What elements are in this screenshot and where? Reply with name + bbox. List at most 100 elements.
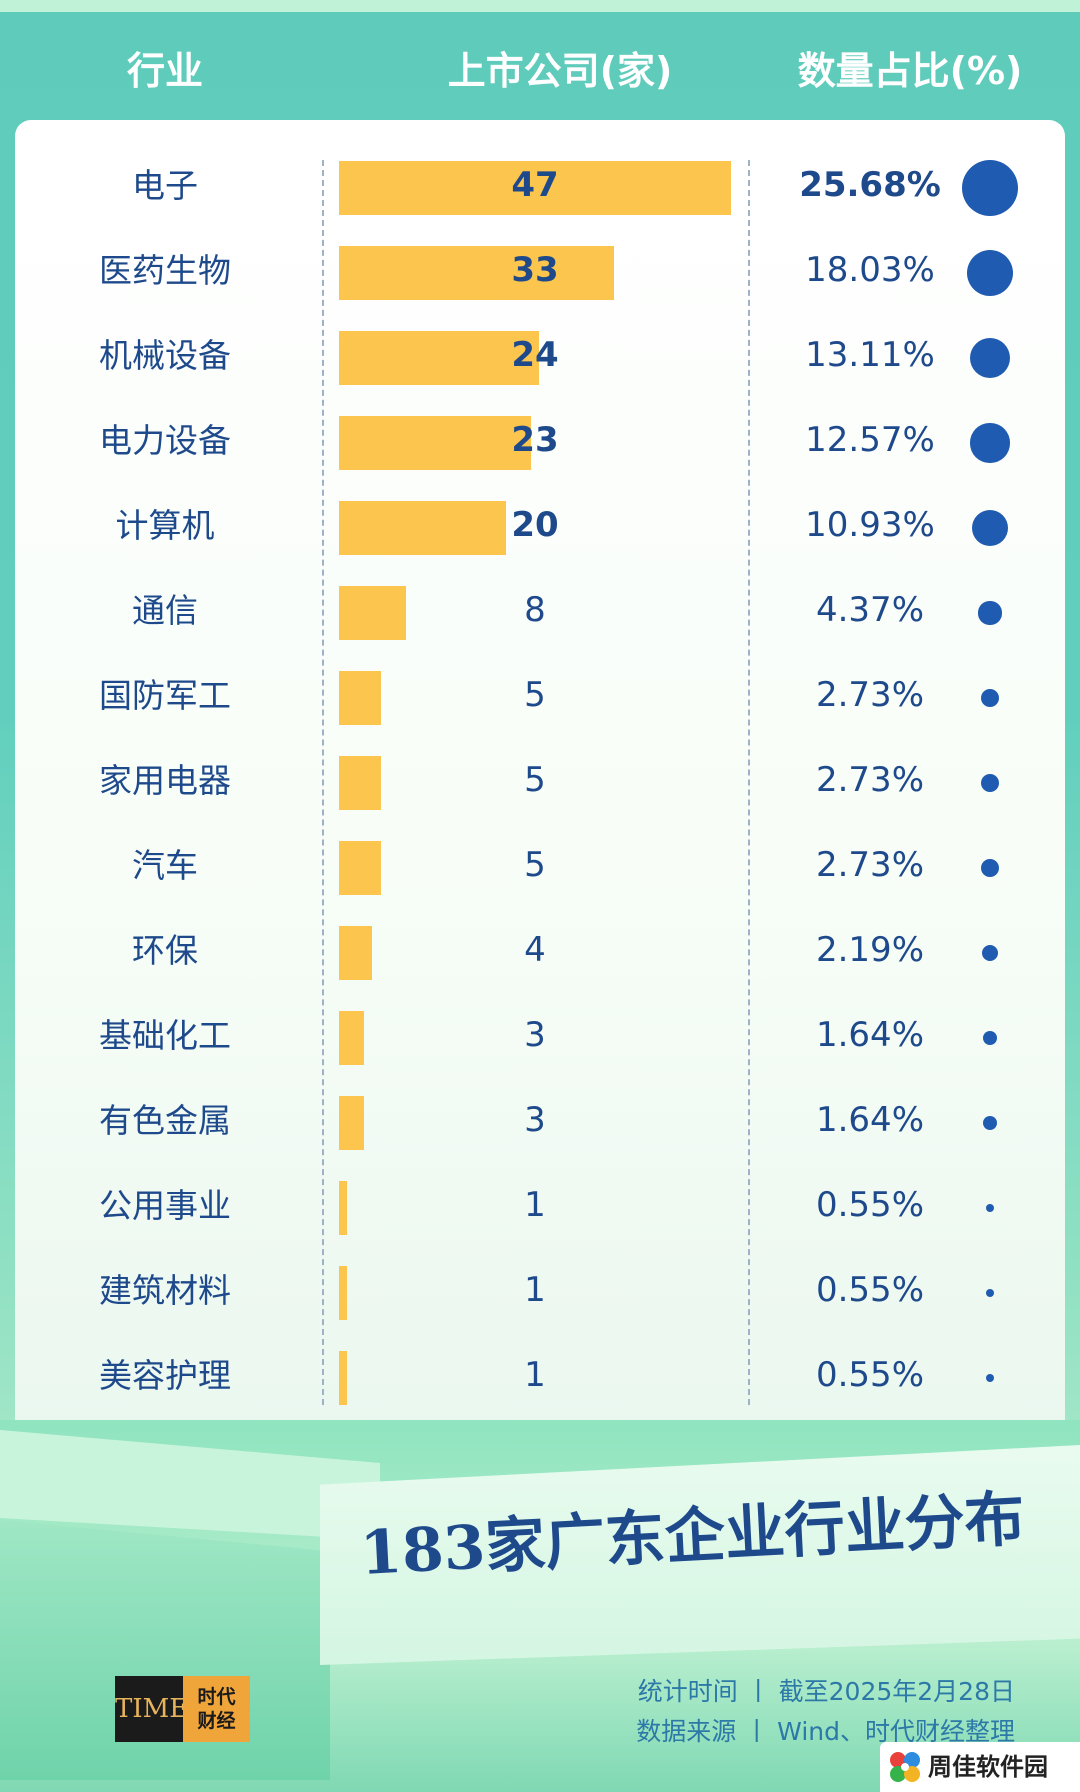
pinwheel-icon — [890, 1752, 920, 1782]
count-bar — [339, 756, 381, 810]
count-bar — [339, 246, 615, 300]
chart-row: 医药生物 33 18.03% — [0, 228, 1080, 313]
count-bar — [339, 1096, 365, 1150]
count-label: 47 — [511, 165, 559, 205]
count-label: 3 — [524, 1015, 546, 1055]
industry-label: 汽车 — [132, 846, 198, 885]
count-label: 33 — [511, 250, 559, 290]
share-dot — [985, 1288, 995, 1298]
share-label: 0.55% — [815, 1185, 924, 1225]
chart-row: 机械设备 24 13.11% — [0, 313, 1080, 398]
industry-label: 计算机 — [115, 506, 215, 545]
count-bar — [339, 841, 381, 895]
count-bar — [339, 1266, 348, 1320]
count-bar — [339, 161, 731, 215]
share-label: 2.19% — [815, 930, 924, 970]
count-label: 24 — [511, 335, 559, 375]
count-bar — [339, 416, 531, 470]
count-label: 5 — [524, 760, 546, 800]
industry-label: 家用电器 — [99, 761, 231, 800]
share-label: 25.68% — [799, 165, 941, 205]
banner-ribbon — [320, 1445, 1080, 1665]
right-divider — [748, 160, 750, 1405]
industry-label: 有色金属 — [99, 1101, 231, 1140]
share-label: 1.64% — [815, 1100, 924, 1140]
count-label: 23 — [511, 420, 559, 460]
top-accent-line — [0, 0, 1080, 12]
logo-mark: TIME — [115, 1676, 188, 1742]
count-label: 20 — [511, 505, 559, 545]
chart-row: 基础化工 3 1.64% — [0, 993, 1080, 1078]
share-label: 2.73% — [815, 760, 924, 800]
industry-label: 电子 — [132, 166, 198, 205]
watermark-text: 周佳软件园 — [928, 1753, 1048, 1781]
share-dot — [985, 1373, 995, 1383]
industry-label: 美容护理 — [99, 1356, 231, 1395]
count-label: 5 — [524, 845, 546, 885]
industry-label: 基础化工 — [99, 1016, 231, 1055]
share-label: 2.73% — [815, 845, 924, 885]
data-source: 数据来源 丨 Wind、时代财经整理 — [636, 1717, 1015, 1746]
share-label: 18.03% — [805, 250, 935, 290]
logo-text: 时代 财经 — [183, 1676, 250, 1742]
share-dot — [980, 773, 1000, 793]
logo-text-line2: 财经 — [197, 1710, 236, 1732]
chart-row: 国防军工 5 2.73% — [0, 653, 1080, 738]
count-bar — [339, 1351, 348, 1405]
count-bar — [339, 671, 381, 725]
share-dot — [981, 944, 999, 962]
count-label: 5 — [524, 675, 546, 715]
share-label: 2.73% — [815, 675, 924, 715]
share-label: 0.55% — [815, 1355, 924, 1395]
share-dot — [966, 249, 1014, 297]
share-label: 4.37% — [815, 590, 924, 630]
share-dot — [982, 1030, 998, 1046]
industry-label: 建筑材料 — [99, 1271, 231, 1310]
count-bar — [339, 926, 373, 980]
share-label: 1.64% — [815, 1015, 924, 1055]
count-bar — [339, 501, 506, 555]
table-header: 行业 上市公司(家) 数量占比(%) — [0, 40, 1080, 100]
chart-row: 有色金属 3 1.64% — [0, 1078, 1080, 1163]
chart-row: 电力设备 23 12.57% — [0, 398, 1080, 483]
chart-row: 计算机 20 10.93% — [0, 483, 1080, 568]
chart-row: 汽车 5 2.73% — [0, 823, 1080, 908]
share-dot — [971, 509, 1009, 547]
share-dot — [982, 1115, 998, 1131]
count-label: 1 — [524, 1270, 546, 1310]
share-label: 10.93% — [805, 505, 935, 545]
share-dot — [962, 160, 1018, 216]
share-dot — [980, 858, 1000, 878]
industry-label: 通信 — [132, 591, 198, 630]
count-label: 4 — [524, 930, 546, 970]
share-dot — [969, 337, 1010, 378]
count-bar — [339, 1011, 365, 1065]
industry-label: 医药生物 — [99, 251, 231, 290]
count-label: 1 — [524, 1355, 546, 1395]
chart-row: 通信 8 4.37% — [0, 568, 1080, 653]
count-label: 8 — [524, 590, 546, 630]
industry-label: 电力设备 — [99, 421, 231, 460]
share-dot — [980, 688, 1000, 708]
chart-row: 电子 47 25.68% — [0, 143, 1080, 228]
header-industry: 行业 — [126, 49, 203, 93]
industry-label: 环保 — [132, 931, 198, 970]
left-divider — [322, 160, 324, 1405]
watermark: 周佳软件园 — [880, 1742, 1080, 1792]
share-dot — [978, 601, 1002, 625]
industry-label: 机械设备 — [99, 336, 231, 375]
header-share: 数量占比(%) — [797, 49, 1023, 93]
time-finance-logo: TIME 时代 财经 — [115, 1676, 250, 1742]
count-bar — [339, 586, 406, 640]
industry-label: 公用事业 — [99, 1186, 231, 1225]
stat-time: 统计时间 丨 截至2025年2月28日 — [637, 1677, 1015, 1706]
count-label: 3 — [524, 1100, 546, 1140]
share-label: 12.57% — [805, 420, 935, 460]
share-label: 13.11% — [805, 335, 935, 375]
count-bar — [339, 1181, 348, 1235]
share-dot — [985, 1203, 995, 1213]
share-dot — [970, 423, 1010, 463]
count-label: 1 — [524, 1185, 546, 1225]
share-label: 0.55% — [815, 1270, 924, 1310]
chart-row: 公用事业 1 0.55% — [0, 1163, 1080, 1248]
